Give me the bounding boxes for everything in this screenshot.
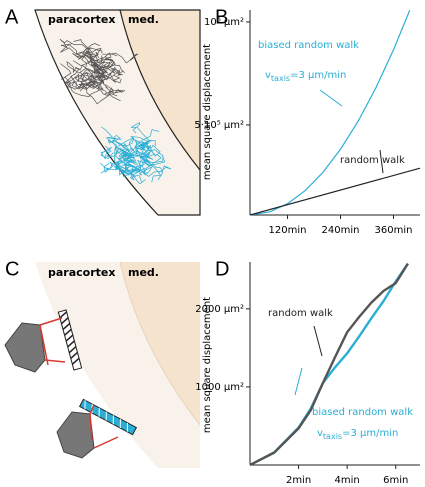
track	[130, 121, 150, 142]
track	[145, 139, 162, 164]
region-label: paracortex	[48, 266, 115, 279]
track	[102, 52, 139, 64]
track	[140, 140, 156, 158]
track	[105, 84, 126, 94]
track	[126, 156, 142, 182]
data-line	[249, 9, 411, 216]
track	[107, 137, 119, 164]
track	[120, 142, 145, 157]
track	[81, 53, 97, 76]
annotation: biased random walk	[258, 40, 359, 51]
track	[59, 43, 93, 66]
panel-letter: D	[215, 258, 229, 280]
track	[100, 53, 118, 62]
track	[67, 81, 101, 97]
y-tick-label: 1000 μm²	[195, 382, 244, 393]
medulla-region	[120, 10, 200, 170]
annotation-part: =3 μm/min	[290, 70, 346, 81]
x-tick-label: 4min	[335, 475, 360, 486]
border	[34, 9, 201, 216]
track	[72, 50, 99, 62]
annotation-sub: taxis	[271, 74, 290, 83]
track	[59, 38, 89, 51]
annotation: vtaxis=3 μm/min	[265, 70, 346, 83]
y-axis-label: mean square displacement	[202, 297, 213, 433]
track	[113, 140, 129, 156]
track	[141, 161, 153, 174]
track	[76, 71, 103, 85]
pointer	[379, 149, 384, 174]
x-tick-label: 240min	[322, 225, 360, 236]
tracks	[59, 38, 172, 185]
x-tick-label: 360min	[375, 225, 413, 236]
track	[103, 161, 126, 173]
boundary	[119, 9, 201, 171]
x-tick-label: 6min	[383, 475, 408, 486]
region-label: med.	[128, 13, 159, 26]
y-tick-label: 5·10⁵ μm²	[194, 120, 244, 131]
pointer	[294, 367, 303, 396]
y-axis-label: mean square displacement	[202, 44, 213, 180]
data-line	[249, 167, 421, 216]
annotation-part: =3 μm/min	[342, 428, 398, 439]
track	[79, 84, 118, 105]
annotation: biased random walk	[312, 407, 413, 418]
track	[91, 64, 108, 94]
pointer	[313, 325, 323, 357]
track	[100, 146, 114, 160]
track	[87, 54, 105, 68]
region-label: med.	[128, 266, 159, 279]
connector	[39, 317, 119, 449]
y-tick-label: 10⁶ μm²	[204, 17, 244, 28]
annotation: vtaxis=3 μm/min	[317, 428, 398, 441]
track	[92, 55, 109, 75]
diagram-a	[34, 9, 201, 216]
track	[101, 61, 126, 79]
track	[61, 43, 90, 67]
track	[96, 75, 121, 102]
track	[135, 139, 151, 153]
medulla-region	[120, 262, 200, 425]
annotation-part: v	[265, 70, 271, 81]
data-line	[249, 262, 409, 467]
track	[81, 68, 106, 83]
annotation-sub: taxis	[323, 432, 342, 441]
x-tick-label: 120min	[269, 225, 307, 236]
x-tick-label: 2min	[286, 475, 311, 486]
track	[125, 165, 143, 176]
bar-hatched	[57, 309, 83, 371]
track	[148, 163, 172, 173]
bar-cyan	[78, 398, 138, 436]
pointer	[319, 89, 343, 107]
boundary	[119, 261, 201, 426]
track	[119, 137, 138, 155]
panel-letter: A	[5, 6, 19, 28]
track	[65, 82, 83, 90]
cell	[4, 322, 46, 373]
track	[122, 142, 146, 160]
cell	[56, 411, 95, 459]
track	[73, 39, 94, 57]
track	[101, 126, 121, 143]
panel-letter: C	[5, 258, 19, 280]
diagram-c	[4, 261, 201, 468]
annotation-part: v	[317, 428, 323, 439]
region-label: paracortex	[48, 13, 115, 26]
track	[139, 168, 164, 181]
track	[115, 147, 132, 161]
y-tick-label: 2000 μm²	[195, 304, 244, 315]
annotation: random walk	[340, 155, 405, 166]
panel-letter: B	[215, 6, 228, 28]
annotation: random walk	[268, 308, 333, 319]
track	[100, 163, 124, 174]
track	[66, 61, 87, 74]
